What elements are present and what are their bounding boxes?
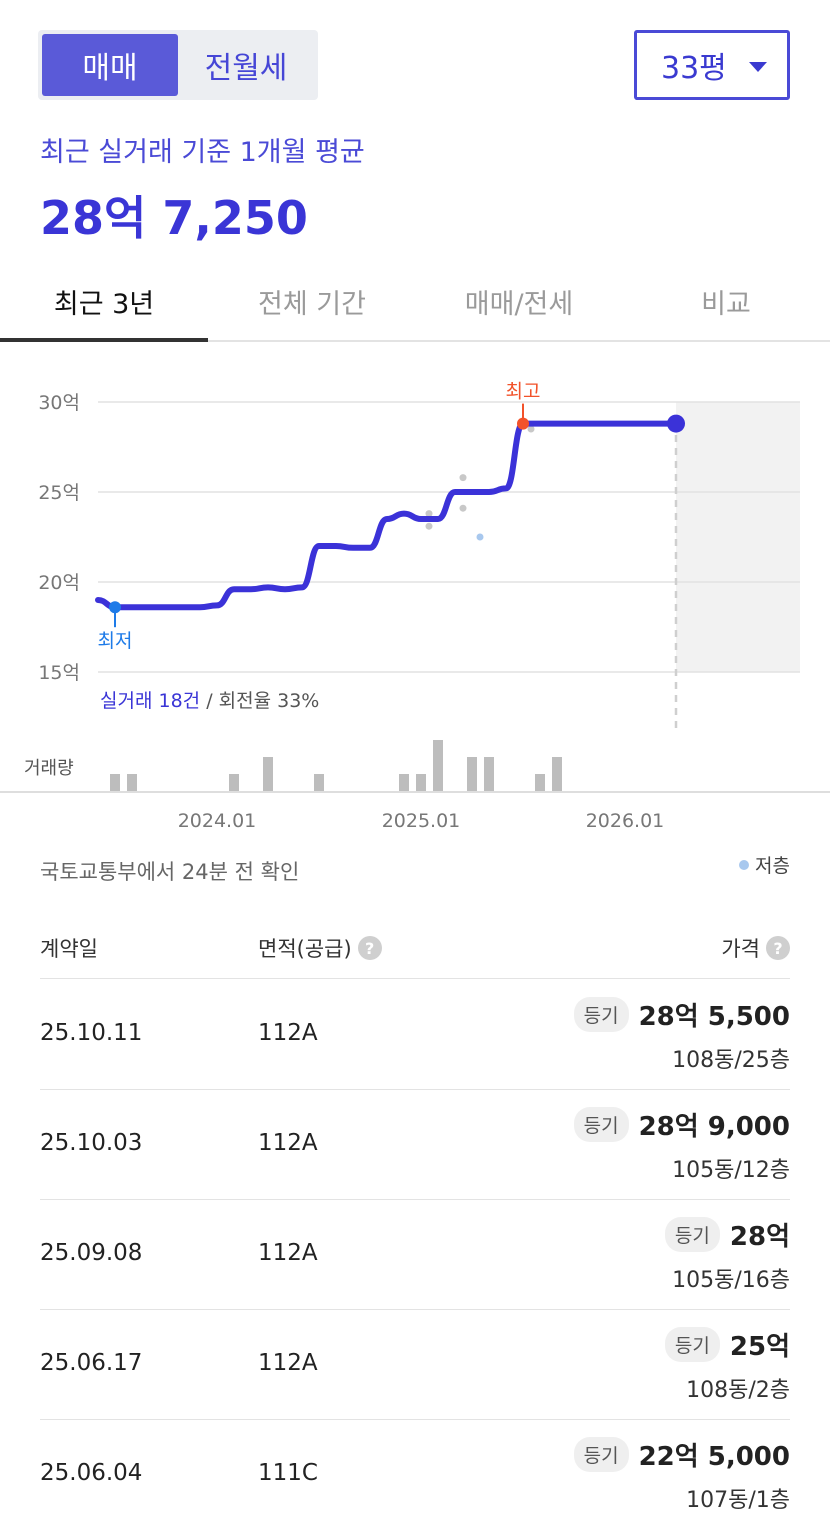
row-area: 112A (258, 1350, 318, 1376)
high-marker-label: 최고 (506, 381, 541, 403)
low-floor-dot-icon (739, 859, 750, 870)
tab-all-period[interactable]: 전체 기간 (258, 288, 366, 320)
price-line (95, 420, 679, 611)
row-area: 112A (258, 1240, 318, 1266)
row-date: 25.10.03 (40, 1130, 143, 1156)
row-date: 25.06.17 (40, 1350, 143, 1376)
scatter-point (476, 533, 484, 541)
turnover-rate: 회전율 33% (218, 690, 320, 712)
deal-count: 실거래 18건 (100, 690, 201, 712)
chart-stats: 실거래 18건 / 회전율 33% (100, 686, 319, 713)
scatter-point (527, 425, 535, 433)
registered-badge: 등기 (664, 1217, 720, 1252)
row-date: 25.09.08 (40, 1240, 143, 1266)
high-marker-dot (517, 417, 529, 430)
tab-compare[interactable]: 비교 (701, 288, 751, 320)
stats-separator: / (206, 690, 219, 712)
volume-bar (467, 757, 477, 791)
registered-badge: 등기 (664, 1327, 720, 1362)
header-price: 가격 ? (721, 933, 790, 963)
chart-grid (98, 401, 800, 673)
volume-bar (433, 740, 443, 791)
tab-sale-jeonse[interactable]: 매매/전세 (464, 288, 574, 320)
average-label: 최근 실거래 기준 1개월 평균 (40, 137, 365, 168)
row-floor: 107동/1층 (686, 1488, 790, 1513)
scatter-point (459, 474, 467, 482)
volume-bar (110, 774, 120, 791)
scatter-point (425, 510, 433, 518)
x-tick-label: 2025.01 (382, 810, 461, 832)
legend-low-floor: 저층 (739, 851, 790, 878)
header-area: 면적(공급) ? (258, 933, 382, 963)
y-axis-ticks: 30억 25억 20억 15억 (38, 392, 80, 684)
x-axis-ticks: 2024.01 2025.01 2026.01 (178, 810, 665, 832)
volume-bar (127, 774, 137, 791)
scatter-point (459, 504, 467, 512)
row-price: 22억 5,000 (638, 1442, 790, 1472)
volume-bar (314, 774, 324, 791)
future-shade (676, 402, 800, 672)
registered-badge: 등기 (573, 997, 629, 1032)
segment-sale-button[interactable]: 매매 (42, 34, 178, 96)
y-tick-label: 25억 (38, 482, 80, 504)
row-area: 111C (258, 1460, 318, 1486)
header-date: 계약일 (40, 937, 98, 961)
volume-bar (484, 757, 494, 791)
y-tick-label: 30억 (38, 392, 80, 414)
row-floor: 105동/12층 (672, 1158, 790, 1183)
help-icon[interactable]: ? (357, 936, 382, 960)
registered-badge: 등기 (573, 1107, 629, 1142)
legend-label: 저층 (755, 855, 790, 877)
table-header: 계약일 면적(공급) ? 가격 ? (40, 915, 790, 979)
segment-rent-button[interactable]: 전월세 (204, 51, 288, 86)
row-price: 28억 5,500 (638, 1002, 790, 1032)
row-floor: 108동/25층 (672, 1048, 790, 1073)
volume-bar (399, 774, 409, 791)
row-date: 25.06.04 (40, 1460, 143, 1486)
row-price: 28억 9,000 (638, 1112, 790, 1142)
help-icon[interactable]: ? (766, 936, 790, 960)
scatter-point (425, 522, 433, 530)
period-tabs: 최근 3년 전체 기간 매매/전세 비교 (0, 262, 830, 342)
volume-bar (416, 774, 426, 791)
volume-bar (263, 757, 273, 791)
tab-recent-3y[interactable]: 최근 3년 (53, 288, 155, 320)
scatter-points (425, 425, 535, 541)
caret-down-icon (749, 62, 767, 72)
registered-badge: 등기 (573, 1437, 629, 1472)
y-tick-label: 15억 (38, 662, 80, 684)
x-tick-label: 2024.01 (178, 810, 257, 832)
volume-bar (535, 774, 545, 791)
volume-bar (229, 774, 239, 791)
average-price: 28억 7,250 (40, 191, 308, 245)
row-area: 112A (258, 1130, 318, 1156)
size-select-value: 33평 (661, 51, 727, 86)
table-row[interactable]: 25.06.04 111C 등기 22억 5,000 107동/1층 (40, 1420, 790, 1530)
row-area: 112A (258, 1020, 318, 1046)
table-row[interactable]: 25.09.08 112A 등기 28억 105동/16층 (40, 1200, 790, 1310)
table-row[interactable]: 25.06.17 112A 등기 25억 108동/2층 (40, 1310, 790, 1420)
y-tick-label: 20억 (38, 572, 80, 594)
row-floor: 105동/16층 (672, 1268, 790, 1293)
source-text: 국토교통부에서 24분 전 확인 (40, 860, 300, 884)
row-date: 25.10.11 (40, 1020, 143, 1046)
size-select[interactable]: 33평 (634, 30, 790, 100)
volume-label: 거래량 (24, 758, 74, 779)
x-tick-label: 2026.01 (586, 810, 665, 832)
active-tab-indicator (0, 338, 208, 342)
volume-bars (0, 740, 830, 793)
row-price: 28억 (729, 1222, 790, 1252)
volume-bar (552, 757, 562, 791)
table-row[interactable]: 25.10.03 112A 등기 28억 9,000 105동/12층 (40, 1090, 790, 1200)
row-floor: 108동/2층 (686, 1378, 790, 1403)
table-row[interactable]: 25.10.11 112A 등기 28억 5,500 108동/25층 (40, 980, 790, 1090)
low-marker-label: 최저 (98, 630, 133, 652)
deal-type-segment: 매매 전월세 (38, 30, 318, 100)
row-price: 25억 (729, 1332, 790, 1362)
current-price-dot (667, 414, 685, 433)
